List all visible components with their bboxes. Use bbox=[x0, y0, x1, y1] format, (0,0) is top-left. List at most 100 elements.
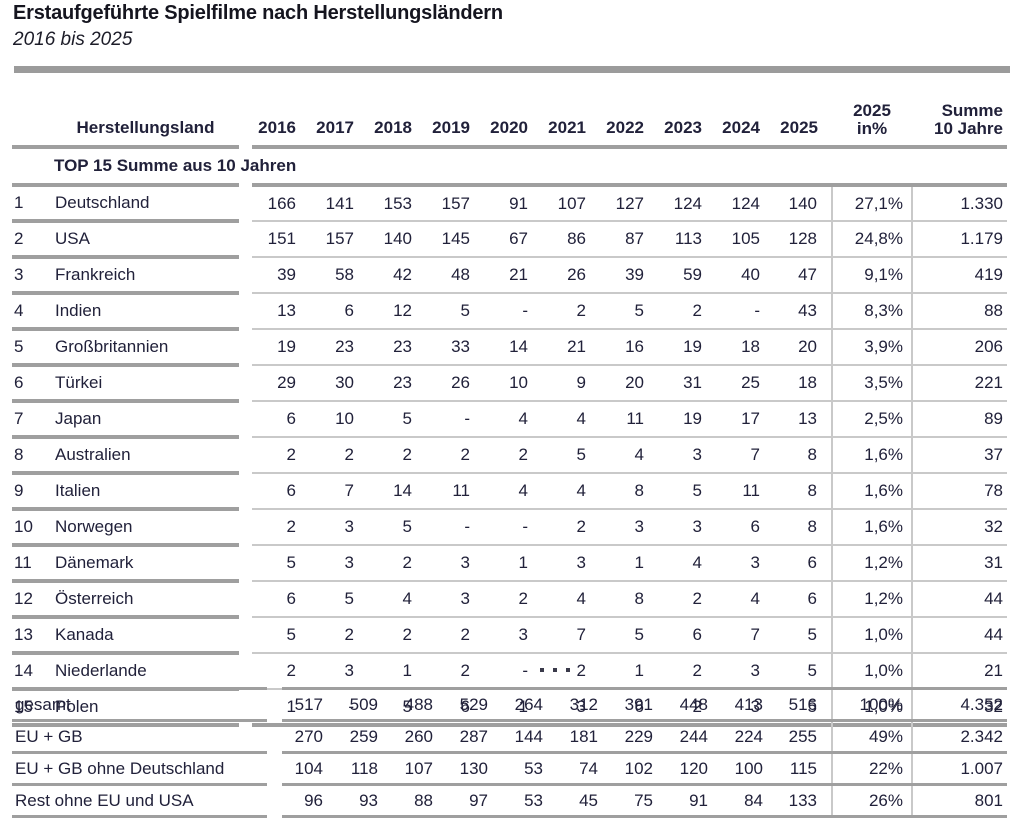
year-value-cell: 166 bbox=[252, 185, 310, 222]
year-value-cell: 260 bbox=[392, 720, 447, 754]
sum-header-line2: 10 Jahre bbox=[934, 119, 1003, 138]
year-value-cell: 97 bbox=[447, 784, 502, 818]
rank-header bbox=[12, 86, 52, 149]
year-value-cell: 1 bbox=[600, 653, 658, 690]
rank-cell: 3 bbox=[12, 257, 52, 295]
year-value-cell: 2 bbox=[252, 509, 310, 546]
table-row: 7 Japan 6 10 5-4 4 11 19 17 13 2,5% 89 bbox=[12, 401, 1007, 439]
rank-cell: 7 bbox=[12, 401, 52, 439]
section-header-row: TOP 15 Summe aus 10 Jahren bbox=[12, 147, 1007, 187]
sum-cell: 1.179 bbox=[912, 221, 1007, 258]
table-row: 9 Italien 6 7 14 11 4 4 8 5 11 8 1,6% 78 bbox=[12, 473, 1007, 511]
year-value-cell: 20 bbox=[600, 365, 658, 402]
year-value-cell: 84 bbox=[722, 784, 777, 818]
percent-cell: 9,1% bbox=[831, 257, 913, 294]
year-value-cell: 2 bbox=[484, 581, 542, 618]
year-header: 2018 bbox=[368, 86, 426, 149]
year-value-cell: 107 bbox=[392, 752, 447, 786]
year-header: 2020 bbox=[484, 86, 542, 149]
sum-cell: 221 bbox=[912, 365, 1007, 402]
year-value-cell: 5 bbox=[426, 293, 484, 330]
year-value-cell: 5 bbox=[368, 401, 426, 438]
year-value-cell: 45 bbox=[557, 784, 612, 818]
year-value-cell: 312 bbox=[557, 687, 612, 722]
sum-cell: 206 bbox=[912, 329, 1007, 366]
year-value-cell: 3 bbox=[310, 509, 368, 546]
percent-cell: 1,6% bbox=[831, 437, 913, 474]
page-title: Erstaufgeführte Spielfilme nach Herstell… bbox=[13, 2, 503, 24]
country-cell: Indien bbox=[52, 293, 239, 331]
sum-cell: 44 bbox=[912, 617, 1007, 654]
country-cell: Norwegen bbox=[52, 509, 239, 547]
year-value-cell: 19 bbox=[252, 329, 310, 366]
year-value-cell: 88 bbox=[392, 784, 447, 818]
year-value-cell: 102 bbox=[612, 752, 667, 786]
country-cell: Österreich bbox=[52, 581, 239, 619]
year-value-cell: 488 bbox=[392, 687, 447, 722]
year-value-cell: 11 bbox=[716, 473, 774, 510]
year-header: 2023 bbox=[658, 86, 716, 149]
year-value-cell: 5 bbox=[252, 545, 310, 582]
year-value-cell: 75 bbox=[612, 784, 667, 818]
sum-header-line1: Summe bbox=[941, 101, 1003, 120]
year-value-cell: 1 bbox=[600, 545, 658, 582]
year-header: 2019 bbox=[426, 86, 484, 149]
year-value-cell: 391 bbox=[612, 687, 667, 722]
year-value-cell: 6 bbox=[658, 617, 716, 654]
year-value-cell: 3 bbox=[658, 509, 716, 546]
table-row: 3 Frankreich 39 58 42 48 21 26 39 59 40 47 9,1% 419 bbox=[12, 257, 1007, 295]
year-value-cell: 127 bbox=[600, 185, 658, 222]
year-value-cell: 264 bbox=[502, 687, 557, 722]
table-row: 6 Türkei 29 30 23 26 10 9 20 31 25 18 3,5% 221 bbox=[12, 365, 1007, 403]
table-row: 14 Niederlande 2 3 1 2-2 1 2 3 5 1,0% 21 bbox=[12, 653, 1007, 691]
year-value-cell: 516 bbox=[777, 687, 832, 722]
year-value-cell: 3 bbox=[716, 545, 774, 582]
year-value-cell: 151 bbox=[252, 221, 310, 258]
year-value-cell: 224 bbox=[722, 720, 777, 754]
year-value-cell: 3 bbox=[658, 437, 716, 474]
year-value-cell: 6 bbox=[716, 509, 774, 546]
country-cell: USA bbox=[52, 221, 239, 259]
column-gap bbox=[239, 257, 252, 293]
top15-table: Herstellungsland 2016 2017 2018 2019 202… bbox=[12, 86, 1007, 727]
percent-cell: 1,2% bbox=[831, 581, 913, 618]
table-row: 8 Australien 2 2 2 2 2 5 4 3 7 8 1,6% 37 bbox=[12, 437, 1007, 475]
percent-cell: 1,6% bbox=[831, 509, 913, 546]
year-value-cell: 5 bbox=[368, 509, 426, 546]
year-value-cell: 21 bbox=[542, 329, 600, 366]
rank-cell: 1 bbox=[12, 185, 52, 223]
column-gap bbox=[267, 721, 282, 753]
year-value-cell: - bbox=[716, 293, 774, 330]
year-header: 2022 bbox=[600, 86, 658, 149]
sum-cell: 31 bbox=[912, 545, 1007, 582]
sum-cell: 1.330 bbox=[912, 185, 1007, 222]
rank-cell: 14 bbox=[12, 653, 52, 691]
year-value-cell: 509 bbox=[337, 687, 392, 722]
year-value-cell: 229 bbox=[612, 720, 667, 754]
year-value-cell: 2 bbox=[368, 617, 426, 654]
year-value-cell: 124 bbox=[658, 185, 716, 222]
year-value-cell: 4 bbox=[542, 401, 600, 438]
year-value-cell: 3 bbox=[484, 617, 542, 654]
year-value-cell: 2 bbox=[368, 437, 426, 474]
percent-cell: 100% bbox=[831, 687, 913, 722]
ellipsis-dots-icon bbox=[540, 668, 570, 672]
year-value-cell: 39 bbox=[252, 257, 310, 294]
column-gap bbox=[239, 653, 252, 689]
year-value-cell: 13 bbox=[252, 293, 310, 330]
year-value-cell: 7 bbox=[716, 617, 774, 654]
year-value-cell: - bbox=[484, 293, 542, 330]
summary-row: EU + GB 270 259 260 287 144 181 229 244 224 255 49%… bbox=[12, 720, 1007, 754]
year-value-cell: 2 bbox=[426, 617, 484, 654]
column-gap bbox=[239, 509, 252, 545]
year-value-cell: 91 bbox=[667, 784, 722, 818]
year-value-cell: 153 bbox=[368, 185, 426, 222]
year-value-cell: 87 bbox=[600, 221, 658, 258]
year-value-cell: 2 bbox=[658, 581, 716, 618]
column-gap bbox=[239, 365, 252, 401]
year-value-cell: 7 bbox=[310, 473, 368, 510]
sum-cell: 21 bbox=[912, 653, 1007, 690]
year-value-cell: 145 bbox=[426, 221, 484, 258]
year-value-cell: 5 bbox=[310, 581, 368, 618]
percent-cell: 2,5% bbox=[831, 401, 913, 438]
